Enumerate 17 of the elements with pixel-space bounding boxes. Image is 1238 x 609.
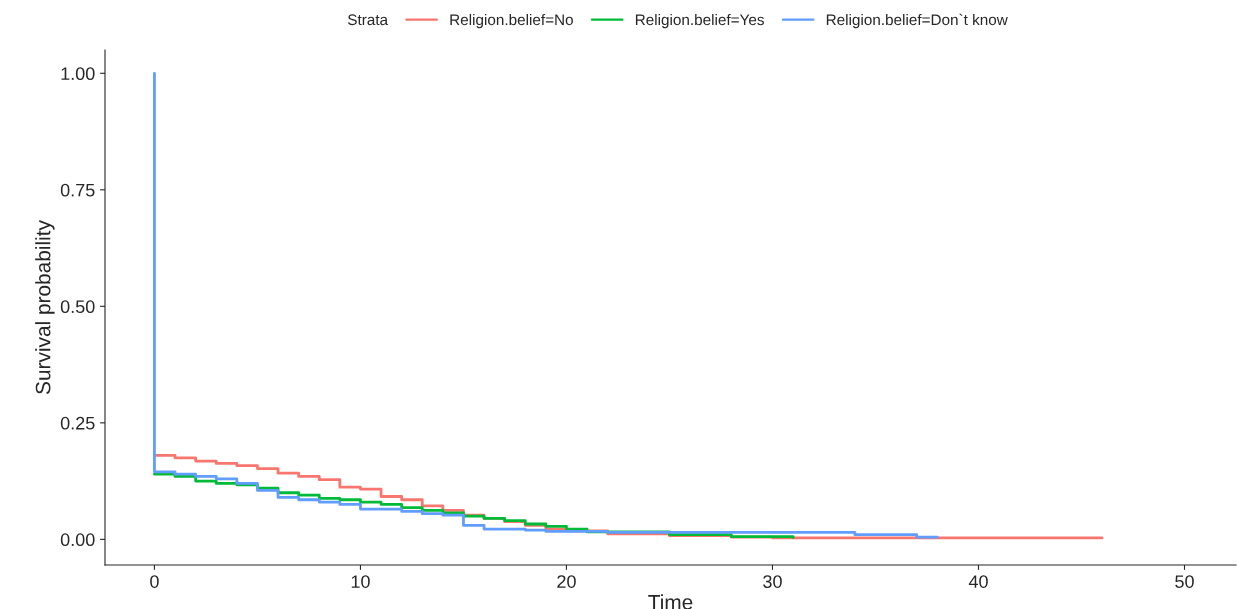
y-tick-label: 0.25	[60, 416, 95, 430]
y-tick-label: 0.75	[60, 183, 95, 197]
x-tick-label: 10	[351, 575, 370, 588]
x-axis-title: Time	[648, 594, 693, 609]
legend-label: Religion.belief=Don`t know	[826, 13, 1008, 29]
y-tick-label: 0.00	[60, 533, 95, 547]
legend-label: Religion.belief=Yes	[635, 13, 764, 29]
legend-title: Strata	[347, 14, 389, 26]
y-tick-label: 0.50	[60, 300, 95, 314]
y-tick-label: 1.00	[61, 67, 95, 81]
legend-label: Religion.belief=No	[450, 13, 573, 29]
x-tick-label: 50	[1175, 575, 1194, 588]
x-tick-label: 30	[763, 575, 782, 588]
x-tick-label: 40	[968, 575, 988, 588]
y-axis-title: Survival probability	[35, 220, 55, 394]
x-tick-label: 20	[557, 575, 576, 588]
x-tick-label: 0	[150, 575, 159, 588]
